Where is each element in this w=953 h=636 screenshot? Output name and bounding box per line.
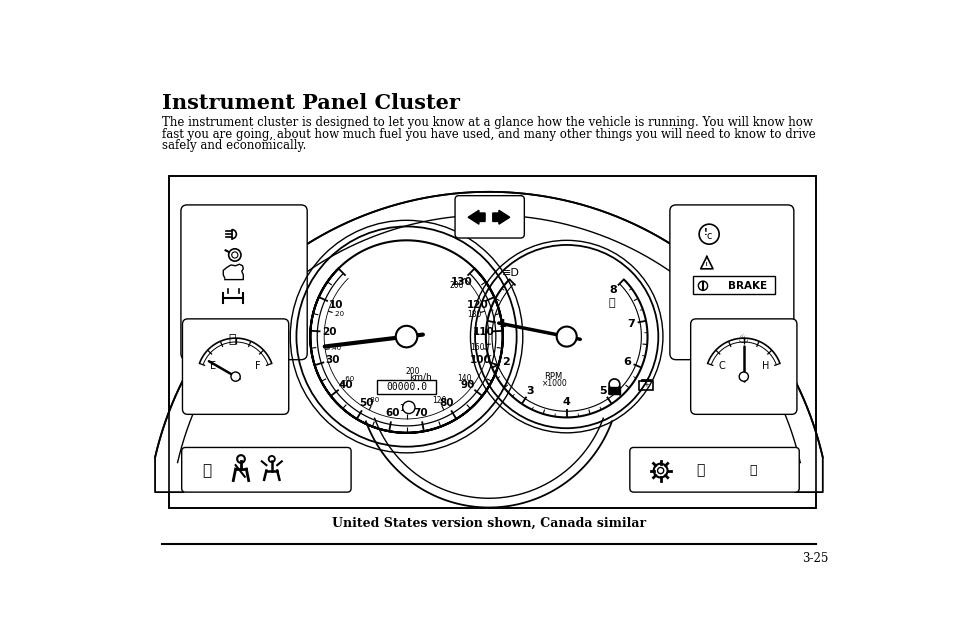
Text: RPM: RPM: [543, 372, 561, 381]
Text: .40: .40: [330, 345, 341, 351]
Text: 6: 6: [622, 357, 631, 366]
Text: 3-25: 3-25: [801, 552, 827, 565]
Text: .20: .20: [333, 312, 344, 317]
Text: +: +: [642, 382, 648, 388]
Circle shape: [395, 326, 416, 347]
Text: 30: 30: [325, 355, 339, 364]
Text: C: C: [718, 361, 724, 371]
Text: ≡D: ≡D: [501, 268, 518, 278]
Text: 4: 4: [562, 397, 570, 407]
Text: .80: .80: [368, 398, 379, 403]
Text: 200: 200: [405, 367, 419, 376]
Text: 60: 60: [385, 408, 399, 418]
Text: 110: 110: [473, 327, 495, 337]
Text: fast you are going, about how much fuel you have used, and many other things you: fast you are going, about how much fuel …: [161, 128, 815, 141]
Text: 140: 140: [456, 374, 471, 383]
Text: ⛽: ⛽: [228, 333, 235, 346]
FancyBboxPatch shape: [182, 319, 289, 414]
Text: !: !: [703, 228, 707, 237]
Text: 8: 8: [608, 286, 617, 295]
Circle shape: [739, 372, 748, 381]
Text: 70: 70: [413, 408, 427, 418]
Text: ⛽: ⛽: [202, 463, 211, 478]
Circle shape: [402, 401, 415, 413]
FancyBboxPatch shape: [690, 319, 796, 414]
Text: !: !: [704, 262, 708, 271]
Text: E: E: [210, 361, 216, 371]
Text: 100: 100: [399, 404, 414, 413]
Bar: [170, 176, 816, 508]
FancyArrow shape: [468, 211, 484, 224]
Text: F: F: [254, 361, 260, 371]
Text: 80: 80: [439, 398, 454, 408]
Text: safely and economically.: safely and economically.: [161, 139, 306, 153]
Bar: [639, 381, 652, 390]
FancyBboxPatch shape: [181, 205, 307, 360]
FancyBboxPatch shape: [181, 448, 351, 492]
Text: 160: 160: [470, 343, 484, 352]
Circle shape: [231, 372, 240, 381]
Text: 5: 5: [598, 386, 606, 396]
Text: 130: 130: [450, 277, 472, 287]
FancyBboxPatch shape: [455, 196, 524, 238]
Text: 🛢: 🛢: [696, 464, 704, 478]
Text: 00000.0: 00000.0: [386, 382, 427, 392]
Text: 40: 40: [337, 380, 353, 389]
Text: 120: 120: [432, 396, 446, 405]
Text: 1: 1: [498, 319, 506, 329]
Text: 3: 3: [526, 386, 534, 396]
Text: 🛢: 🛢: [608, 298, 615, 308]
Text: 2: 2: [502, 357, 510, 366]
Text: 200: 200: [450, 282, 464, 291]
FancyBboxPatch shape: [376, 380, 436, 394]
Text: 100: 100: [470, 355, 491, 364]
Text: .60: .60: [343, 376, 354, 382]
FancyBboxPatch shape: [629, 448, 799, 492]
Text: 90: 90: [460, 380, 475, 389]
Bar: [170, 176, 816, 508]
FancyArrow shape: [493, 211, 509, 224]
Text: ♨: ♨: [738, 333, 749, 346]
Text: 20: 20: [321, 327, 335, 337]
Text: H: H: [761, 361, 769, 371]
Polygon shape: [155, 192, 821, 508]
Text: 120: 120: [466, 300, 488, 310]
Text: 7: 7: [626, 319, 634, 329]
Text: United States version shown, Canada similar: United States version shown, Canada simi…: [332, 517, 645, 530]
FancyBboxPatch shape: [692, 276, 775, 294]
Text: c: c: [706, 231, 711, 240]
Text: ×1000: ×1000: [541, 379, 567, 388]
Bar: [608, 387, 619, 394]
FancyBboxPatch shape: [669, 205, 793, 360]
Text: The instrument cluster is designed to let you know at a glance how the vehicle i: The instrument cluster is designed to le…: [161, 116, 812, 129]
Text: Instrument Panel Cluster: Instrument Panel Cluster: [161, 93, 459, 113]
Text: 🌡: 🌡: [748, 464, 756, 477]
Text: 180: 180: [467, 310, 481, 319]
Text: km/h: km/h: [409, 372, 432, 381]
Text: 50: 50: [358, 398, 374, 408]
Circle shape: [557, 326, 577, 347]
Text: BRAKE: BRAKE: [727, 280, 766, 291]
Text: 10: 10: [328, 300, 342, 310]
Text: -: -: [644, 387, 646, 394]
